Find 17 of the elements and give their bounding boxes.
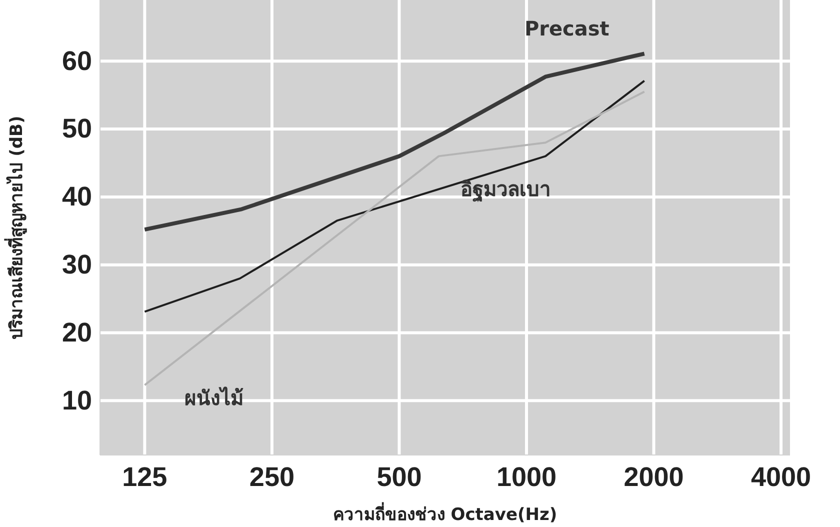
y-tick-label: 20 xyxy=(62,317,92,348)
x-tick-label: 4000 xyxy=(751,462,812,492)
y-tick-label: 60 xyxy=(62,46,92,76)
y-tick-label: 30 xyxy=(62,249,92,280)
y-tick-label: 50 xyxy=(62,114,92,144)
x-tick-label: 500 xyxy=(376,462,422,492)
x-tick-label: 1000 xyxy=(496,462,557,492)
x-tick-label: 125 xyxy=(122,462,168,492)
y-axis-title: ปริมาณเสียงที่สูญหายไป (dB) xyxy=(4,116,28,340)
x-tick-label: 2000 xyxy=(624,462,684,492)
series-label: Precast xyxy=(524,16,610,41)
y-tick-label: 40 xyxy=(62,182,92,212)
series-label: อิฐมวลเบา xyxy=(460,177,550,204)
x-axis-title: ความถี่ของช่วง Octave(Hz) xyxy=(332,502,558,525)
y-tick-label: 10 xyxy=(62,385,92,416)
x-tick-label: 250 xyxy=(249,462,294,492)
series-label: ผนังไม้ xyxy=(184,386,244,410)
